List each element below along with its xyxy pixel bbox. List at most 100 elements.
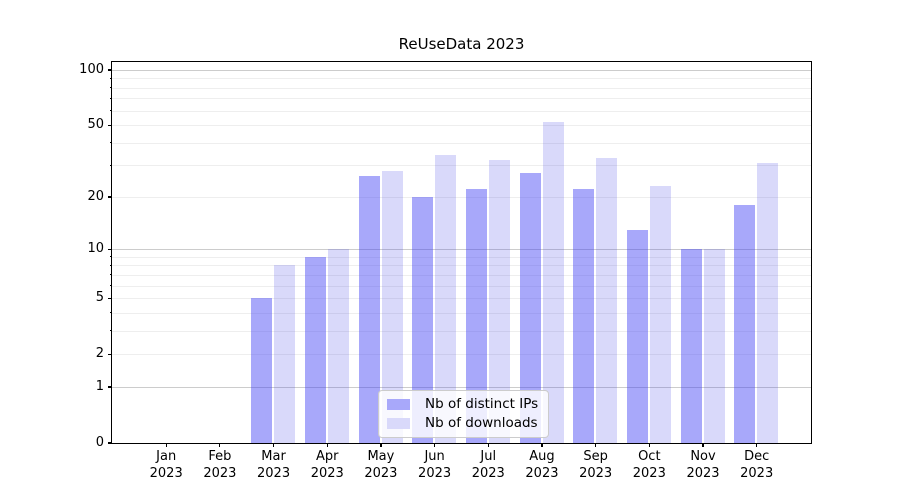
- legend-item-downloads: Nb of downloads: [387, 415, 538, 431]
- gridline-minor: [111, 165, 811, 167]
- y-axis-minor-tick: [109, 77, 112, 79]
- x-axis-tick: [165, 443, 167, 447]
- y-axis-minor-tick: [109, 164, 112, 166]
- x-axis-tick: [219, 443, 221, 447]
- legend-label-distinct-ips: Nb of distinct IPs: [425, 396, 539, 412]
- bar-downloads: [381, 170, 403, 443]
- bar-distinct-ips: [358, 176, 380, 443]
- y-axis-tick: [108, 386, 112, 388]
- y-tick-label: 2: [95, 346, 104, 362]
- gridline-major: [111, 248, 811, 250]
- y-axis-minor-tick: [109, 142, 112, 144]
- x-axis-tick: [702, 443, 704, 447]
- y-axis-tick: [108, 297, 112, 299]
- y-tick-label: 5: [95, 290, 104, 306]
- x-axis-tick: [541, 443, 543, 447]
- y-axis-minor-tick: [109, 110, 112, 112]
- bar-downloads: [328, 248, 350, 443]
- x-tick-label: May 2023: [364, 449, 398, 481]
- y-tick-label: 0: [95, 435, 104, 450]
- gridline-major: [111, 69, 811, 71]
- bar-distinct-ips: [519, 173, 541, 443]
- bar-distinct-ips: [734, 204, 756, 443]
- gridline-minor: [111, 285, 811, 287]
- x-tick-label: Nov 2023: [686, 449, 720, 481]
- bar-downloads: [650, 185, 672, 443]
- y-tick-label: 100: [79, 62, 104, 77]
- gridline-minor: [111, 87, 811, 89]
- x-axis-tick: [756, 443, 758, 447]
- bar-distinct-ips: [412, 196, 434, 443]
- gridline-minor: [111, 265, 811, 267]
- gridline-minor: [111, 78, 811, 80]
- bar-downloads: [703, 248, 725, 443]
- y-axis-tick: [108, 124, 112, 126]
- bar-distinct-ips: [305, 256, 327, 443]
- x-tick-label: Oct 2023: [632, 449, 666, 481]
- y-axis-minor-tick: [109, 330, 112, 332]
- x-axis-tick: [434, 443, 436, 447]
- y-axis-minor-tick: [109, 285, 112, 287]
- bar-downloads: [757, 162, 779, 443]
- x-tick-label: Jul 2023: [471, 449, 505, 481]
- x-axis-tick: [380, 443, 382, 447]
- gridline-minor: [111, 98, 811, 100]
- y-tick-label: 10: [87, 241, 104, 257]
- y-axis-minor-tick: [109, 264, 112, 266]
- x-tick-label: Dec 2023: [740, 449, 774, 481]
- legend: Nb of distinct IPs Nb of downloads: [378, 390, 550, 438]
- bar-downloads: [596, 157, 618, 443]
- x-tick-label: Apr 2023: [310, 449, 344, 481]
- y-tick-label: 1: [95, 378, 104, 394]
- plot-area: [110, 60, 812, 444]
- legend-swatch-distinct-ips: [387, 398, 410, 410]
- gridline-minor: [111, 354, 811, 355]
- x-tick-label: Feb 2023: [203, 449, 237, 481]
- gridline-minor: [111, 256, 811, 258]
- x-axis-tick: [595, 443, 597, 447]
- x-tick-label: Jun 2023: [418, 449, 452, 481]
- bar-downloads: [435, 155, 457, 443]
- x-tick-label: Mar 2023: [257, 449, 291, 481]
- legend-swatch-downloads: [387, 417, 410, 429]
- bar-distinct-ips: [680, 248, 702, 443]
- y-axis-minor-tick: [109, 97, 112, 99]
- gridline-minor: [111, 142, 811, 144]
- bar-downloads: [489, 160, 511, 443]
- gridline-minor: [111, 312, 811, 314]
- gridline-minor: [111, 274, 811, 276]
- x-axis-tick: [272, 443, 275, 447]
- bar-downloads: [542, 121, 564, 443]
- gridline-minor: [111, 196, 811, 198]
- x-tick-label: Sep 2023: [579, 449, 613, 481]
- y-axis-minor-tick: [109, 274, 112, 276]
- y-axis-tick: [108, 353, 112, 355]
- x-axis-tick: [487, 443, 489, 447]
- gridline-minor: [111, 330, 811, 332]
- chart-title: ReUseData 2023: [398, 35, 525, 53]
- bar-distinct-ips: [251, 297, 273, 443]
- y-axis-minor-tick: [109, 256, 112, 258]
- legend-item-distinct-ips: Nb of distinct IPs: [387, 396, 538, 412]
- y-tick-label: 50: [87, 117, 104, 133]
- legend-label-downloads: Nb of downloads: [425, 415, 538, 431]
- y-axis-tick: [108, 196, 112, 198]
- y-axis-tick: [108, 248, 112, 250]
- x-axis-tick: [326, 443, 328, 447]
- x-axis-tick: [648, 443, 650, 447]
- y-axis-tick: [108, 69, 112, 71]
- bar-downloads: [274, 265, 296, 443]
- bar-distinct-ips: [627, 229, 649, 443]
- y-axis-minor-tick: [109, 312, 112, 314]
- bar-distinct-ips: [573, 189, 595, 443]
- bar-distinct-ips: [466, 189, 488, 443]
- y-axis-minor-tick: [109, 87, 112, 89]
- gridline-minor: [111, 110, 811, 112]
- x-tick-label: Jan 2023: [149, 449, 183, 481]
- y-axis-tick: [108, 442, 112, 444]
- gridline-minor: [111, 297, 811, 299]
- y-tick-label: 20: [87, 188, 104, 204]
- gridline-major: [111, 386, 811, 388]
- x-tick-label: Aug 2023: [525, 449, 559, 481]
